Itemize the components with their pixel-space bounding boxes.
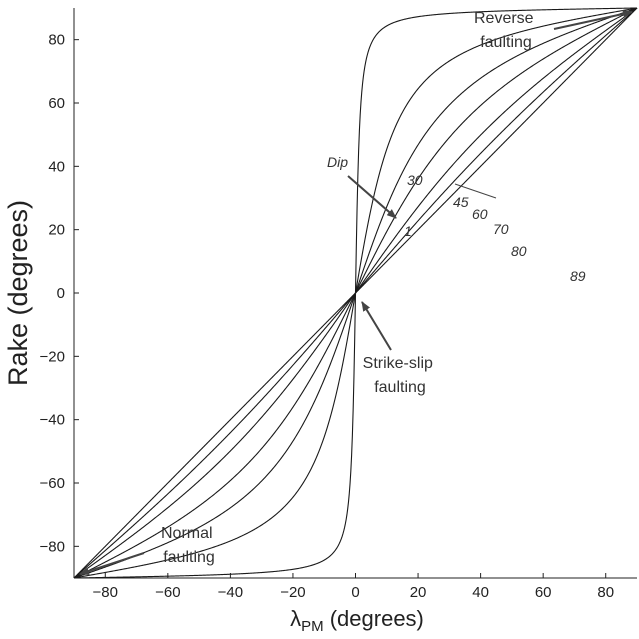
dip-curves (73, 7, 638, 579)
annotations: Reverse faulting Strike-slip faulting No… (79, 10, 633, 575)
y-ticks: −80 −60 −40 −20 0 20 40 60 80 (40, 32, 79, 555)
dip-30-pointer (454, 183, 497, 199)
y-tick-label: 0 (57, 285, 65, 302)
strike-line1: Strike-slip (363, 355, 433, 372)
y-tick-label: 60 (48, 95, 65, 112)
reverse-line1: Reverse (474, 10, 534, 27)
x-tick-label: 40 (472, 584, 489, 601)
dip-label-70: 70 (493, 221, 509, 237)
x-ticks: −80 −60 −40 −20 0 20 40 60 80 (93, 573, 614, 601)
dip-label-60: 60 (472, 206, 488, 222)
x-tick-label: 20 (410, 584, 427, 601)
reverse-faulting-label: Reverse faulting (474, 10, 538, 51)
x-tick-label: −40 (218, 584, 243, 601)
x-tick-label: 60 (535, 584, 552, 601)
dip-label-1: 1 (404, 223, 412, 239)
x-axis-title-suffix: (degrees) (324, 606, 424, 631)
x-tick-label: −60 (155, 584, 180, 601)
x-axis-title: λPM (degrees) (290, 606, 424, 635)
dip-label-30: 30 (407, 172, 423, 188)
normal-line2: faulting (163, 549, 215, 566)
reverse-line2: faulting (480, 34, 532, 51)
strike-slip-arrow (361, 301, 392, 351)
dip-arrow (347, 175, 397, 219)
x-tick-label: 80 (597, 584, 614, 601)
strike-line2: faulting (374, 379, 426, 396)
y-tick-label: −40 (40, 412, 65, 429)
series-line-dip-89 (73, 7, 638, 579)
y-tick-label: 20 (48, 222, 65, 239)
normal-faulting-label: Normal faulting (161, 525, 217, 566)
y-tick-label: −60 (40, 475, 65, 492)
x-tick-label: −20 (280, 584, 305, 601)
y-axis-title: Rake (degrees) (3, 200, 33, 386)
normal-arrow (79, 552, 145, 575)
dip-label-89: 89 (570, 268, 586, 284)
y-tick-label: 40 (48, 158, 65, 175)
dip-label-80: 80 (511, 243, 527, 259)
y-tick-label: −20 (40, 348, 65, 365)
normal-line1: Normal (161, 525, 213, 542)
x-axis-title-sub: PM (301, 618, 324, 635)
y-tick-label: 80 (48, 32, 65, 49)
dip-label-45: 45 (453, 194, 469, 210)
reverse-arrow (553, 10, 633, 30)
dip-title-label: Dip (327, 154, 348, 170)
x-tick-label: −80 (93, 584, 118, 601)
strike-slip-faulting-label: Strike-slip faulting (363, 355, 438, 396)
y-tick-label: −80 (40, 538, 65, 555)
x-tick-label: 0 (351, 584, 359, 601)
x-axis-title-main: λ (290, 606, 301, 631)
